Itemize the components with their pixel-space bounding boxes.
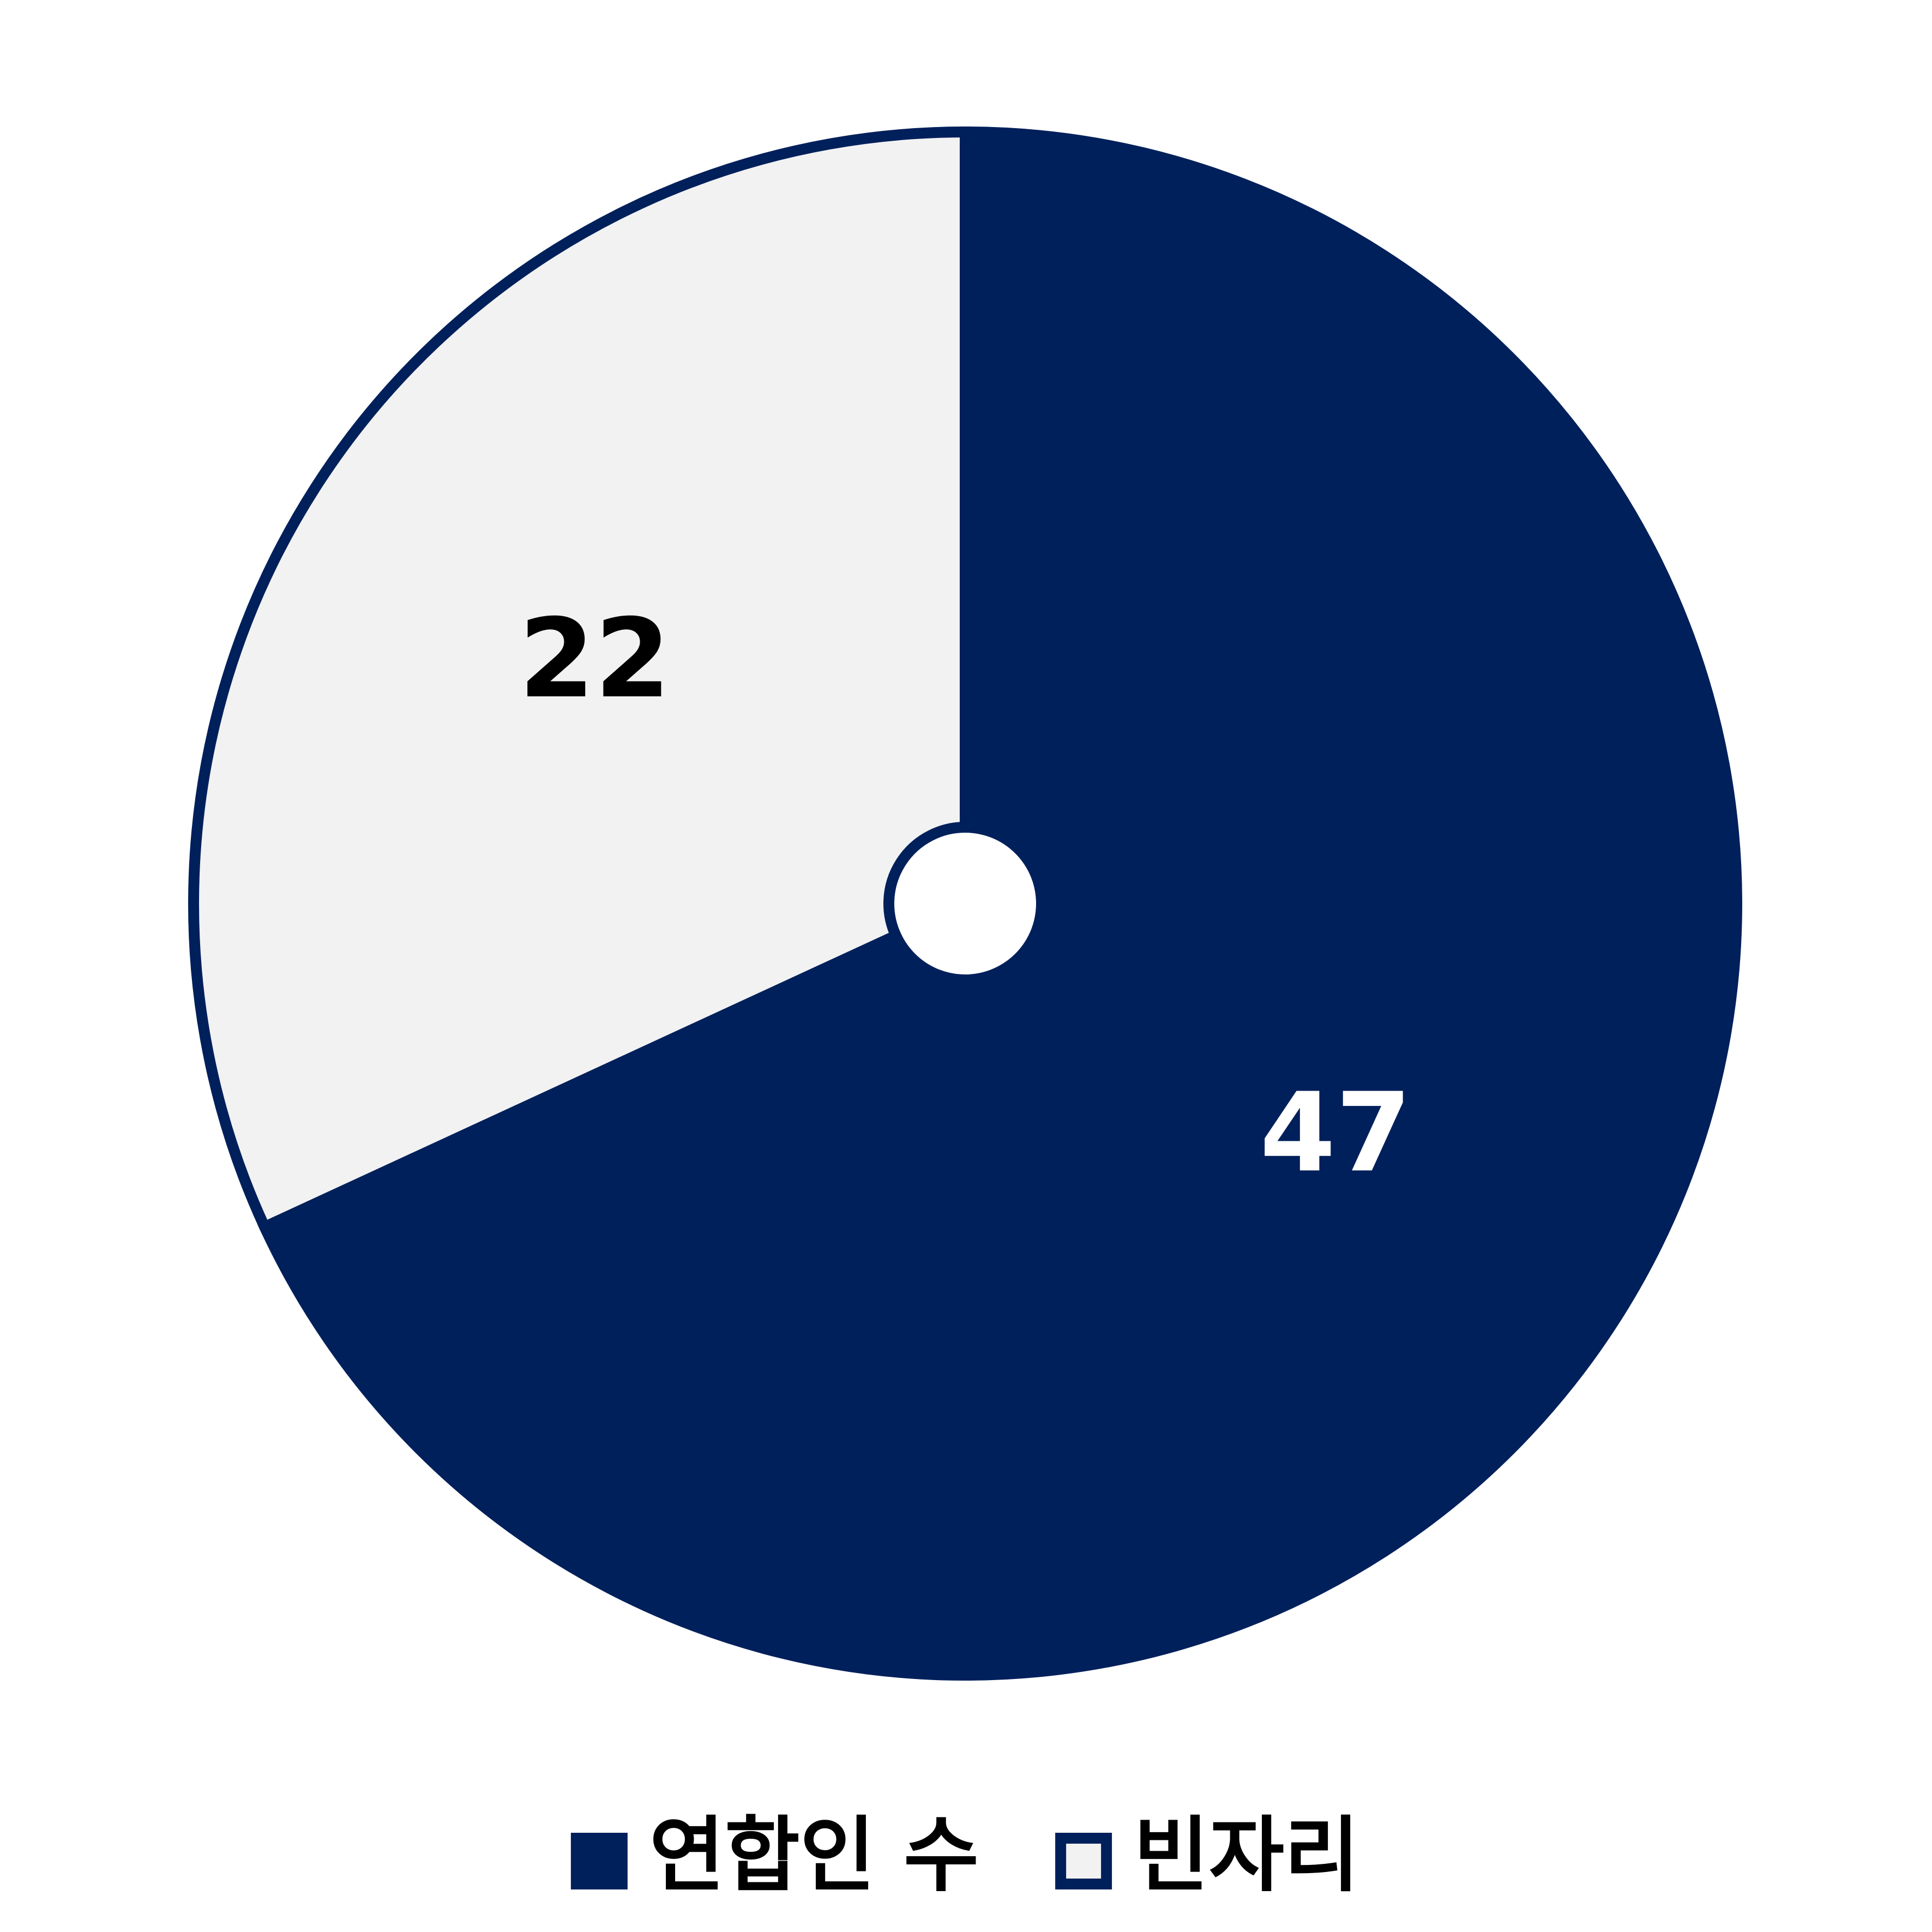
legend-swatch	[570, 1833, 628, 1889]
pie-slice	[257, 126, 1742, 1681]
pie-slice	[188, 126, 971, 1235]
legend-label: 빈자리	[1134, 1808, 1359, 1903]
value-label: 47	[1260, 1069, 1411, 1196]
legend-label: 연합인 수	[649, 1808, 979, 1903]
value-label: 22	[519, 595, 670, 723]
legend-swatch	[1055, 1833, 1112, 1889]
